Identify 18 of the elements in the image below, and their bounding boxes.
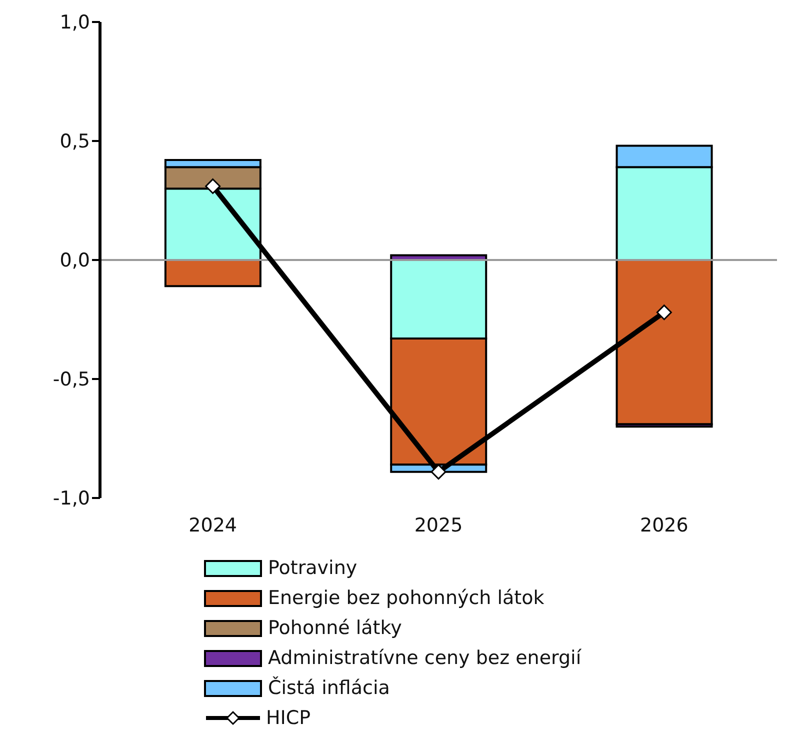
- x-tick-label: 2024: [188, 514, 238, 536]
- point: [656, 304, 672, 320]
- y-tick-label: -0,5: [52, 368, 90, 391]
- legend-label: Potraviny: [268, 557, 358, 579]
- y-tick-label: -1,0: [52, 488, 90, 510]
- x-tick-label: 2026: [640, 514, 688, 536]
- point: [430, 464, 446, 480]
- x-tick-label: 2025: [414, 514, 463, 536]
- y-tick-label: 1,0: [60, 12, 90, 34]
- legend-label: Energie bez pohonných látok: [268, 587, 544, 609]
- legend-label: HICP: [266, 707, 311, 729]
- legend-label: Administratívne ceny bez energií: [268, 647, 582, 669]
- legend-label: Pohonné látky: [268, 617, 402, 639]
- y-tick-label: 0,0: [60, 250, 90, 272]
- point: [205, 178, 221, 194]
- legend-label: Čistá inflácia: [268, 677, 390, 699]
- y-tick-label: 0,5: [60, 130, 90, 153]
- bar: [164, 259, 262, 288]
